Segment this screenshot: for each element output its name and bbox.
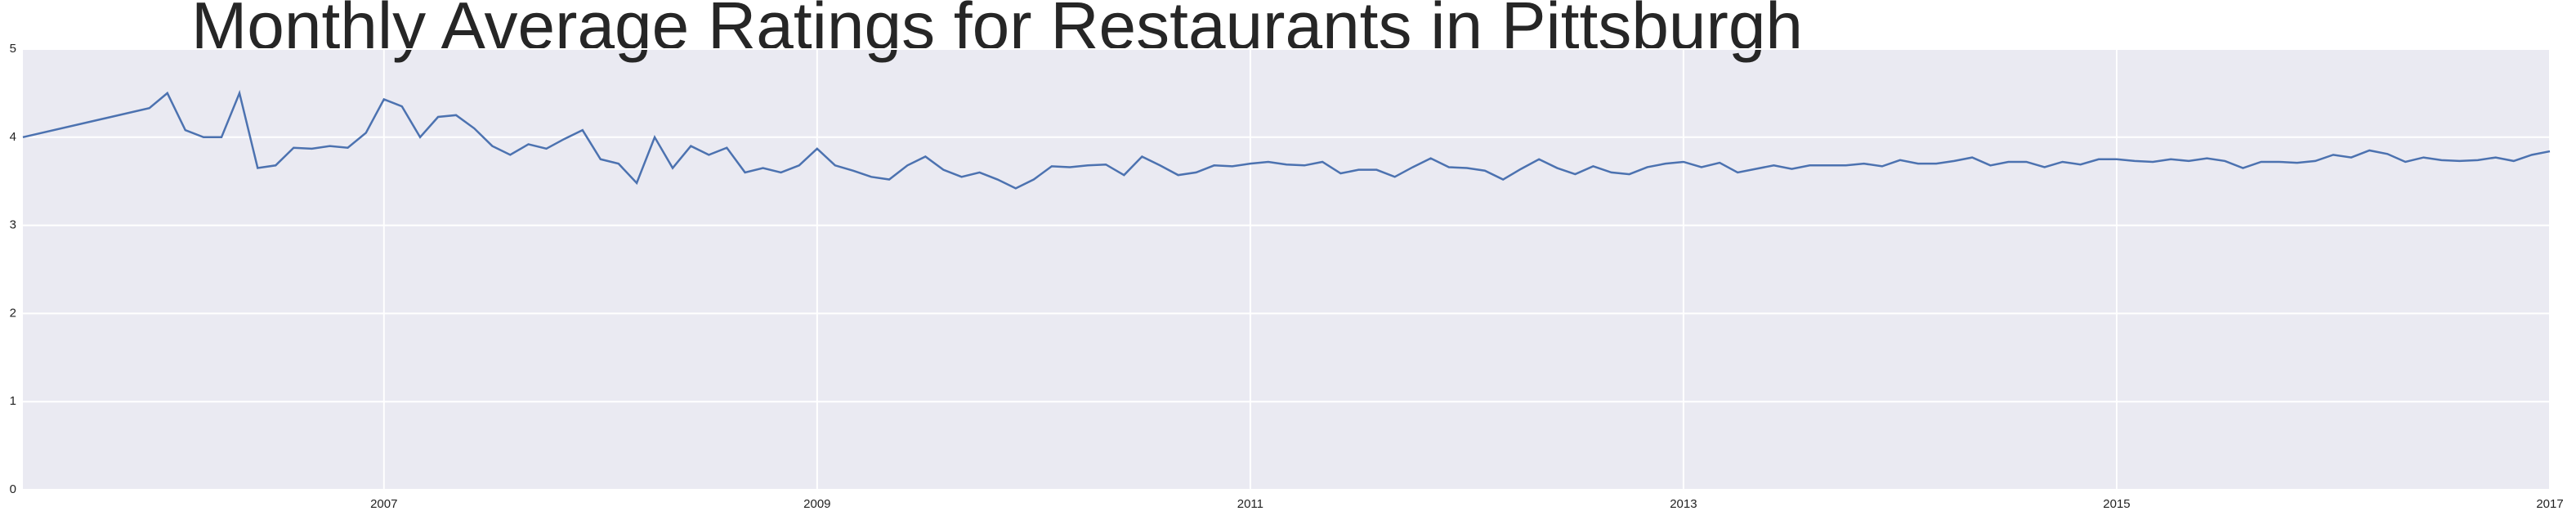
x-tick-label: 2015 [2103,497,2130,511]
y-tick-label: 4 [10,130,16,144]
y-tick-label: 5 [10,42,16,56]
plot-background [23,49,2550,490]
x-tick-label: 2013 [1670,497,1697,511]
data-line [22,89,2551,190]
x-tick-label: 2007 [370,497,397,511]
x-tick-label: 2017 [2536,497,2563,511]
x-tick-label: 2011 [1237,497,1263,511]
y-tick-label: 2 [10,306,16,320]
y-tick-label: 3 [10,218,16,232]
chart-title: Monthly Average Ratings for Restaurants … [191,0,1803,64]
y-tick-label: 1 [10,394,16,408]
x-tick-label: 2009 [803,497,830,511]
y-tick-label: 0 [10,482,16,496]
